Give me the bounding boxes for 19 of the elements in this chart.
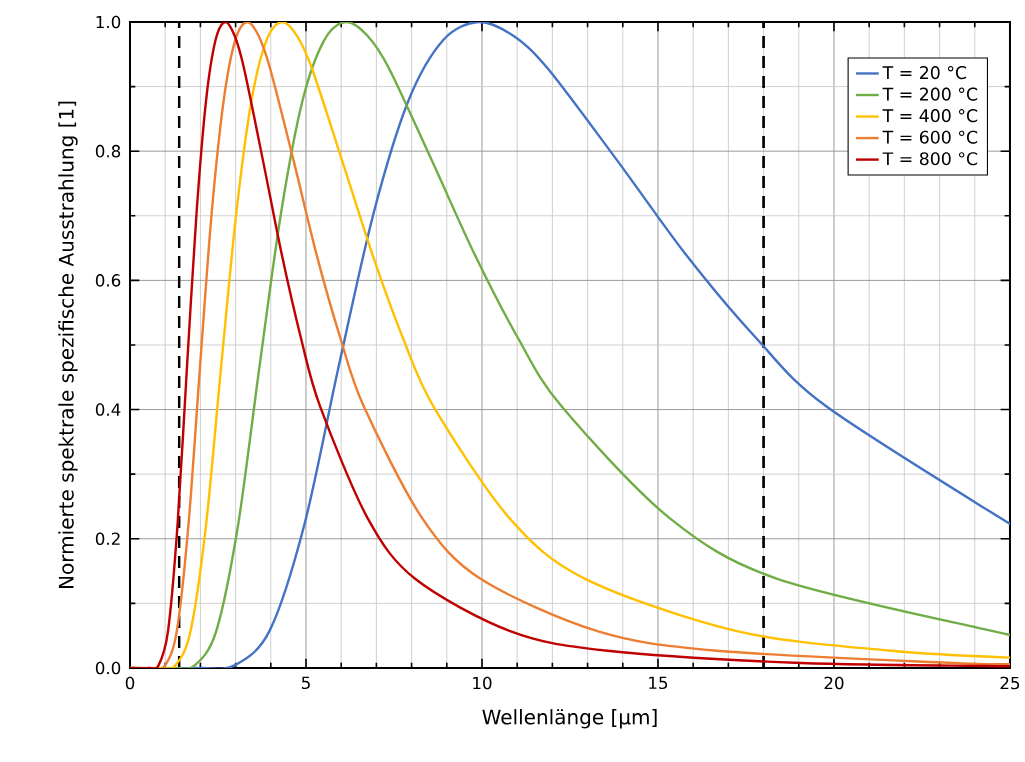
- legend-label: T = 200 °C: [882, 87, 978, 101]
- x-tick-label: 20: [824, 676, 844, 690]
- x-tick-label: 25: [1000, 676, 1020, 690]
- y-tick-label: 0.8: [95, 144, 121, 158]
- y-tick-label: 0.2: [95, 532, 120, 546]
- legend-label: T = 400 °C: [882, 109, 978, 123]
- y-tick-label: 0.0: [95, 661, 121, 675]
- y-tick-label: 1.0: [96, 15, 121, 29]
- x-tick-label: 5: [301, 676, 310, 690]
- y-tick-label: 0.6: [95, 274, 121, 287]
- x-tick-label: 0: [125, 676, 135, 690]
- y-tick-label: 0.4: [95, 403, 121, 416]
- y-axis-title: Normierte spektrale spezifische Ausstrahlung [1]: [58, 101, 78, 589]
- x-tick-label: 10: [473, 676, 492, 690]
- legend-label: T = 600 °C: [882, 130, 978, 144]
- legend-label: T = 20 °C: [882, 66, 967, 80]
- x-axis-title: Wellenlänge [µm]: [482, 709, 657, 729]
- legend-label: T = 800 °C: [882, 152, 978, 166]
- x-tick-label: 15: [649, 676, 668, 690]
